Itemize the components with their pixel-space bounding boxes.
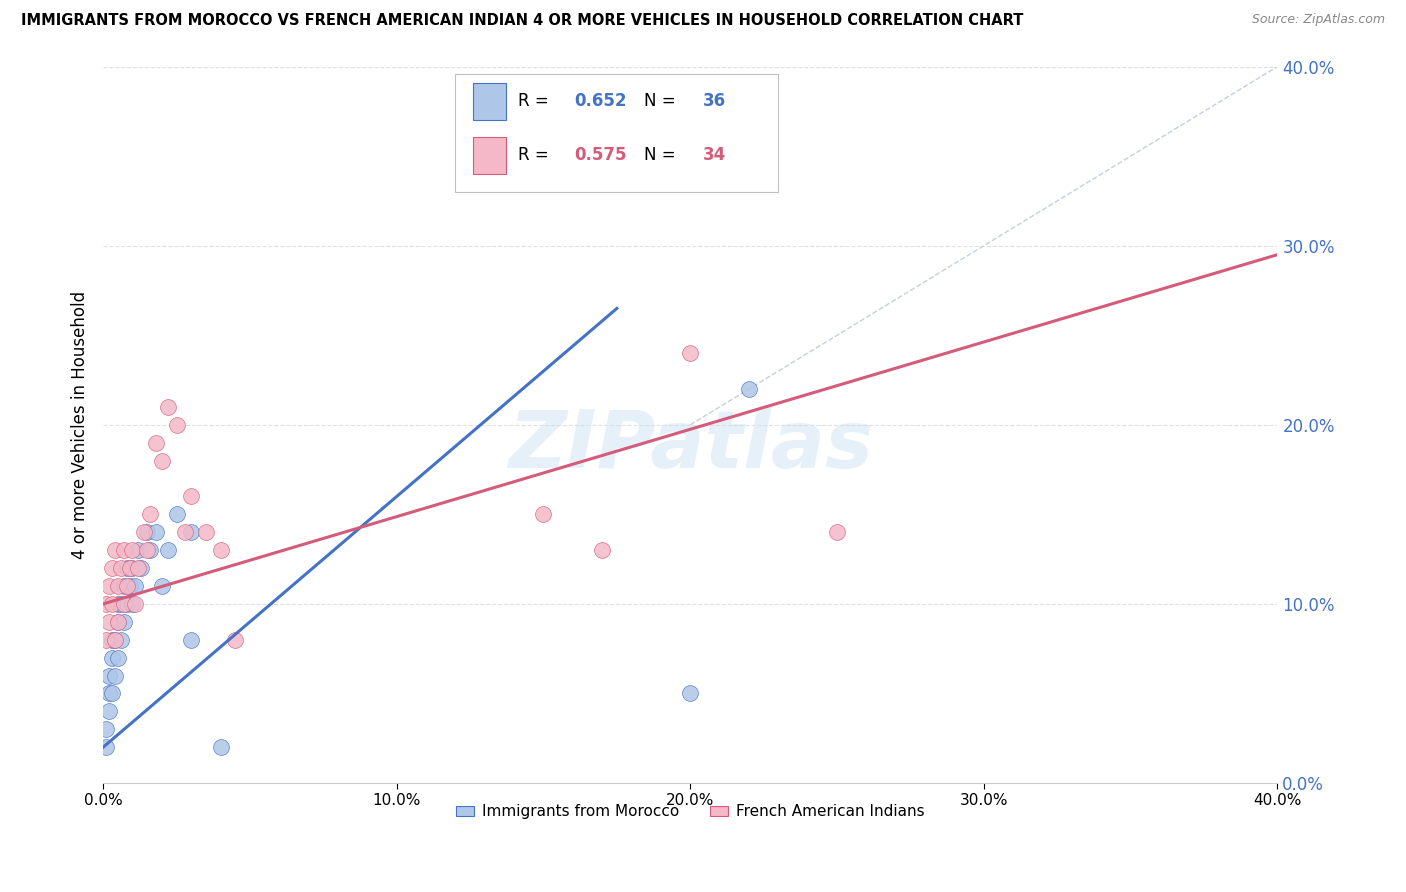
Point [98, 579, 121, 593]
Text: IMMIGRANTS FROM MOROCCO VS FRENCH AMERICAN INDIAN 4 OR MORE VEHICLES IN HOUSEHOL: IMMIGRANTS FROM MOROCCO VS FRENCH AMERIC… [21, 13, 1024, 29]
Point [107, 615, 129, 629]
Text: R =: R = [517, 92, 554, 110]
Text: Source: ZipAtlas.com: Source: ZipAtlas.com [1251, 13, 1385, 27]
Point [98, 615, 121, 629]
Point [129, 561, 152, 575]
Text: R =: R = [517, 145, 554, 164]
Point [127, 561, 149, 575]
Point [825, 525, 848, 540]
Point [98, 668, 121, 682]
Point [738, 382, 761, 396]
Point [166, 417, 188, 432]
Point [101, 597, 124, 611]
Point [104, 668, 127, 682]
Point [115, 561, 138, 575]
Point [124, 579, 146, 593]
Point [107, 650, 129, 665]
Point [134, 525, 156, 540]
Point [124, 597, 146, 611]
Point [94, 632, 117, 647]
Point [101, 632, 124, 647]
Point [174, 525, 197, 540]
Point [194, 525, 217, 540]
Point [121, 543, 143, 558]
Point [118, 561, 141, 575]
Text: ZIPatlas: ZIPatlas [508, 408, 873, 485]
Point [112, 597, 135, 611]
Point [180, 632, 202, 647]
Text: N =: N = [644, 92, 682, 110]
Point [107, 597, 129, 611]
FancyBboxPatch shape [472, 136, 506, 174]
Point [145, 525, 167, 540]
Point [104, 632, 127, 647]
Point [150, 579, 173, 593]
Point [101, 650, 124, 665]
Point [156, 400, 179, 414]
Point [145, 435, 167, 450]
Text: 0.575: 0.575 [574, 145, 627, 164]
Point [679, 346, 702, 360]
Point [110, 597, 132, 611]
Point [101, 561, 124, 575]
Point [139, 543, 162, 558]
FancyBboxPatch shape [456, 74, 779, 192]
Text: 0.652: 0.652 [574, 92, 627, 110]
Point [224, 632, 246, 647]
Point [107, 615, 129, 629]
Point [180, 525, 202, 540]
Point [94, 597, 117, 611]
Point [107, 579, 129, 593]
Point [591, 543, 613, 558]
Point [533, 508, 555, 522]
Point [112, 579, 135, 593]
Point [98, 686, 121, 700]
Point [104, 632, 127, 647]
Point [209, 543, 232, 558]
Point [110, 561, 132, 575]
Point [166, 508, 188, 522]
Point [110, 632, 132, 647]
Point [150, 453, 173, 467]
Point [139, 508, 162, 522]
Point [94, 740, 117, 755]
Y-axis label: 4 or more Vehicles in Household: 4 or more Vehicles in Household [72, 291, 89, 559]
Point [118, 579, 141, 593]
Point [156, 543, 179, 558]
Text: 36: 36 [703, 92, 727, 110]
Text: 34: 34 [703, 145, 727, 164]
Point [121, 597, 143, 611]
Legend: Immigrants from Morocco, French American Indians: Immigrants from Morocco, French American… [450, 798, 931, 826]
Point [180, 490, 202, 504]
Point [104, 543, 127, 558]
Point [136, 543, 159, 558]
Point [121, 561, 143, 575]
FancyBboxPatch shape [472, 83, 506, 120]
Point [136, 525, 159, 540]
Point [115, 579, 138, 593]
Point [101, 686, 124, 700]
Point [679, 686, 702, 700]
Point [94, 723, 117, 737]
Point [98, 705, 121, 719]
Point [209, 740, 232, 755]
Point [127, 543, 149, 558]
Text: N =: N = [644, 145, 682, 164]
Point [112, 615, 135, 629]
Point [115, 597, 138, 611]
Point [112, 543, 135, 558]
